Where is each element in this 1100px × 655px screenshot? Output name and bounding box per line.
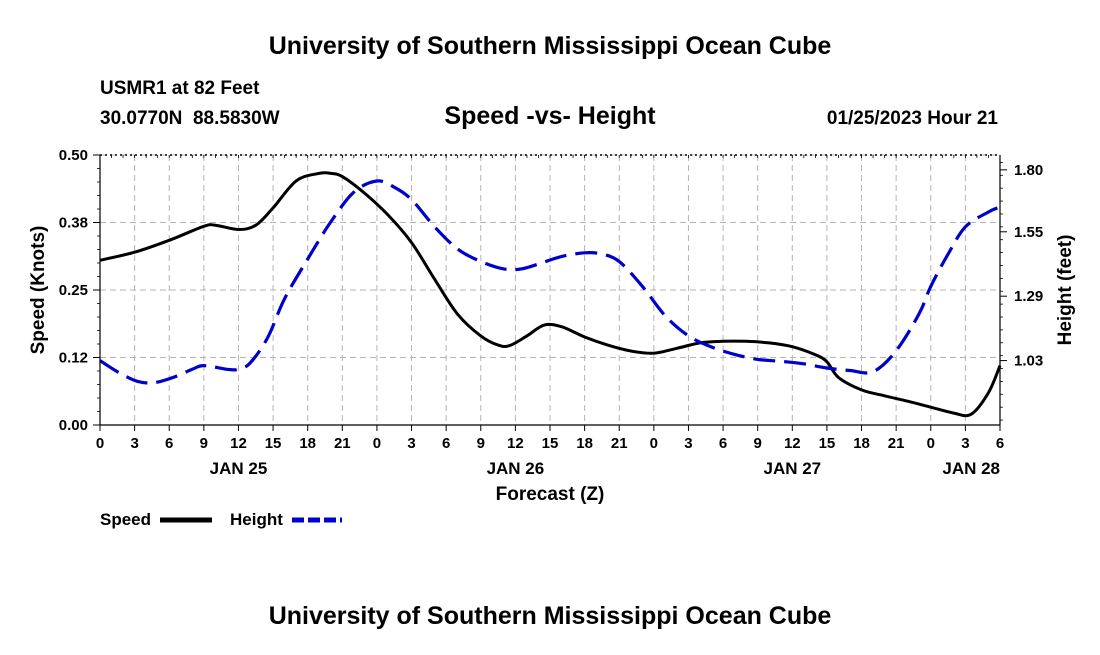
tick-labels: 0 3 6 9 12 15 18 21 0 3 6 9 12 15 18 21 0 3 6 9 12 15 18 21 0 3 6 J… bbox=[59, 147, 1043, 478]
day-label: JAN 25 bbox=[210, 459, 268, 478]
x-tick-label: 3 bbox=[407, 435, 415, 452]
x-tick-label: 12 bbox=[507, 435, 524, 452]
y-axis-label: Speed (Knots) bbox=[28, 226, 49, 355]
y-tick-label: 0.25 bbox=[59, 282, 88, 299]
x-tick-label: 12 bbox=[784, 435, 801, 452]
coordinates-label: 30.0770N 88.5830W bbox=[100, 108, 280, 129]
legend-speed-label: Speed bbox=[100, 510, 151, 529]
x-tick-label: 6 bbox=[719, 435, 727, 452]
x-tick-label: 0 bbox=[96, 435, 104, 452]
x-tick-label: 6 bbox=[996, 435, 1004, 452]
x-axis-label: Forecast (Z) bbox=[496, 484, 605, 505]
x-tick-label: 21 bbox=[334, 435, 351, 452]
x-tick-label: 9 bbox=[200, 435, 208, 452]
x-tick-label: 0 bbox=[927, 435, 935, 452]
x-tick-label: 9 bbox=[477, 435, 485, 452]
y-tick-label: 0.00 bbox=[59, 417, 88, 434]
x-tick-label: 18 bbox=[853, 435, 870, 452]
y2-tick-label: 1.80 bbox=[1014, 162, 1043, 179]
legend-height-label: Height bbox=[230, 510, 283, 529]
chart-subtitle: Speed -vs- Height bbox=[444, 102, 656, 130]
day-label: JAN 27 bbox=[763, 459, 821, 478]
x-tick-label: 12 bbox=[230, 435, 247, 452]
x-tick-label: 3 bbox=[684, 435, 692, 452]
x-tick-label: 15 bbox=[819, 435, 836, 452]
speed-line bbox=[99, 171, 1002, 418]
x-tick-label: 18 bbox=[576, 435, 593, 452]
y2-tick-label: 1.55 bbox=[1014, 224, 1043, 241]
x-tick-label: 15 bbox=[542, 435, 559, 452]
x-tick-label: 6 bbox=[442, 435, 450, 452]
y-tick-label: 0.12 bbox=[59, 350, 88, 367]
x-tick-label: 9 bbox=[754, 435, 762, 452]
x-tick-label: 18 bbox=[299, 435, 316, 452]
x-tick-label: 6 bbox=[165, 435, 173, 452]
height-line bbox=[99, 179, 1001, 385]
footer-title: University of Southern Mississippi Ocean… bbox=[269, 602, 832, 630]
x-tick-label: 0 bbox=[373, 435, 381, 452]
y-tick-label: 0.50 bbox=[59, 147, 88, 164]
x-tick-label: 15 bbox=[265, 435, 282, 452]
legend: Speed Height bbox=[100, 510, 342, 529]
x-tick-label: 3 bbox=[961, 435, 969, 452]
station-label: USMR1 at 82 Feet bbox=[100, 78, 260, 99]
y2-tick-label: 1.29 bbox=[1014, 288, 1043, 305]
y-tick-label: 0.38 bbox=[59, 215, 88, 232]
x-tick-label: 21 bbox=[888, 435, 905, 452]
y2-tick-label: 1.03 bbox=[1014, 353, 1043, 370]
y2-axis-label: Height (feet) bbox=[1055, 235, 1076, 346]
series bbox=[99, 171, 1002, 418]
day-label: JAN 28 bbox=[942, 459, 1000, 478]
x-tick-label: 0 bbox=[650, 435, 658, 452]
chart-title: University of Southern Mississippi Ocean… bbox=[269, 32, 832, 60]
forecast-datetime: 01/25/2023 Hour 21 bbox=[827, 108, 999, 129]
tick-marks bbox=[93, 154, 1007, 431]
day-label: JAN 26 bbox=[487, 459, 545, 478]
x-tick-label: 21 bbox=[611, 435, 628, 452]
x-tick-label: 3 bbox=[130, 435, 138, 452]
